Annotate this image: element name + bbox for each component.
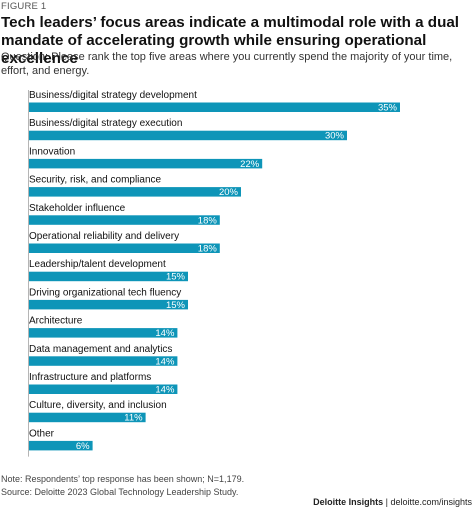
bar xyxy=(29,243,220,253)
bar xyxy=(29,356,178,366)
bar-chart: Business/digital strategy development 35%… xyxy=(28,90,400,457)
bar-row: Other 6% xyxy=(29,428,93,452)
source-text: Source: Deloitte 2023 Global Technology … xyxy=(1,487,239,497)
chart-title: Tech leaders’ focus areas indicate a mul… xyxy=(1,14,460,67)
bar-row: Stakeholder influence 18% xyxy=(29,203,220,226)
category-label: Stakeholder influence xyxy=(29,203,126,214)
value-label: 11% xyxy=(124,413,143,424)
bar-row: Business/digital strategy execution 30% xyxy=(29,118,347,142)
value-label: 14% xyxy=(155,385,175,396)
footer-site: deloitte.com/insights xyxy=(390,497,472,507)
value-label: 14% xyxy=(155,328,175,339)
footer-brand: Deloitte Insights xyxy=(313,497,384,507)
bar xyxy=(29,130,347,141)
category-label: Driving organizational tech fluency xyxy=(29,287,181,298)
bar-row: Culture, diversity, and inclusion 11% xyxy=(29,400,167,424)
bar-row: Infrastructure and platforms 14% xyxy=(29,372,178,396)
bar xyxy=(29,158,263,169)
bar xyxy=(29,299,188,310)
note-text: Note: Respondents’ top response has been… xyxy=(1,474,245,484)
category-label: Infrastructure and platforms xyxy=(29,372,151,383)
value-label: 15% xyxy=(166,272,186,283)
value-label: 30% xyxy=(325,131,345,142)
value-label: 6% xyxy=(76,441,90,452)
category-label: Business/digital strategy development xyxy=(29,90,197,101)
bar xyxy=(29,271,188,282)
category-label: Business/digital strategy execution xyxy=(29,118,182,129)
bar xyxy=(29,102,400,112)
bar xyxy=(29,328,178,338)
bar xyxy=(29,440,93,451)
category-label: Operational reliability and delivery xyxy=(29,231,179,242)
bar-row: Architecture 14% xyxy=(29,316,178,339)
figure-label: FIGURE 1 xyxy=(1,1,47,12)
chart-notes: Note: Respondents’ top response has been… xyxy=(1,473,244,499)
value-label: 14% xyxy=(155,356,175,367)
chart-subtitle: Question: Please rank the top five areas… xyxy=(1,51,453,77)
category-label: Security, risk, and compliance xyxy=(29,175,162,186)
bar xyxy=(29,215,220,225)
bar-row: Business/digital strategy development 35% xyxy=(29,90,400,114)
value-label: 35% xyxy=(378,103,398,114)
category-label: Innovation xyxy=(29,146,75,157)
category-label: Culture, diversity, and inclusion xyxy=(29,400,167,411)
footer-credit: Deloitte Insights | deloitte.com/insight… xyxy=(313,497,472,507)
bar-row: Operational reliability and delivery 18% xyxy=(29,231,220,255)
bar-row: Security, risk, and compliance 20% xyxy=(29,175,241,198)
value-label: 22% xyxy=(240,159,260,170)
category-label: Leadership/talent development xyxy=(29,259,166,270)
category-label: Other xyxy=(29,428,55,439)
bar xyxy=(29,412,146,423)
value-label: 18% xyxy=(198,215,218,226)
value-label: 18% xyxy=(198,244,218,255)
bar-row: Driving organizational tech fluency 15% xyxy=(29,287,188,311)
bar-row: Innovation 22% xyxy=(29,146,263,170)
category-label: Data management and analytics xyxy=(29,344,172,355)
value-label: 15% xyxy=(166,300,186,311)
category-label: Architecture xyxy=(29,316,83,327)
bar xyxy=(29,384,178,394)
footer-separator: | xyxy=(383,497,391,507)
value-label: 20% xyxy=(219,187,239,198)
bar xyxy=(29,187,241,197)
